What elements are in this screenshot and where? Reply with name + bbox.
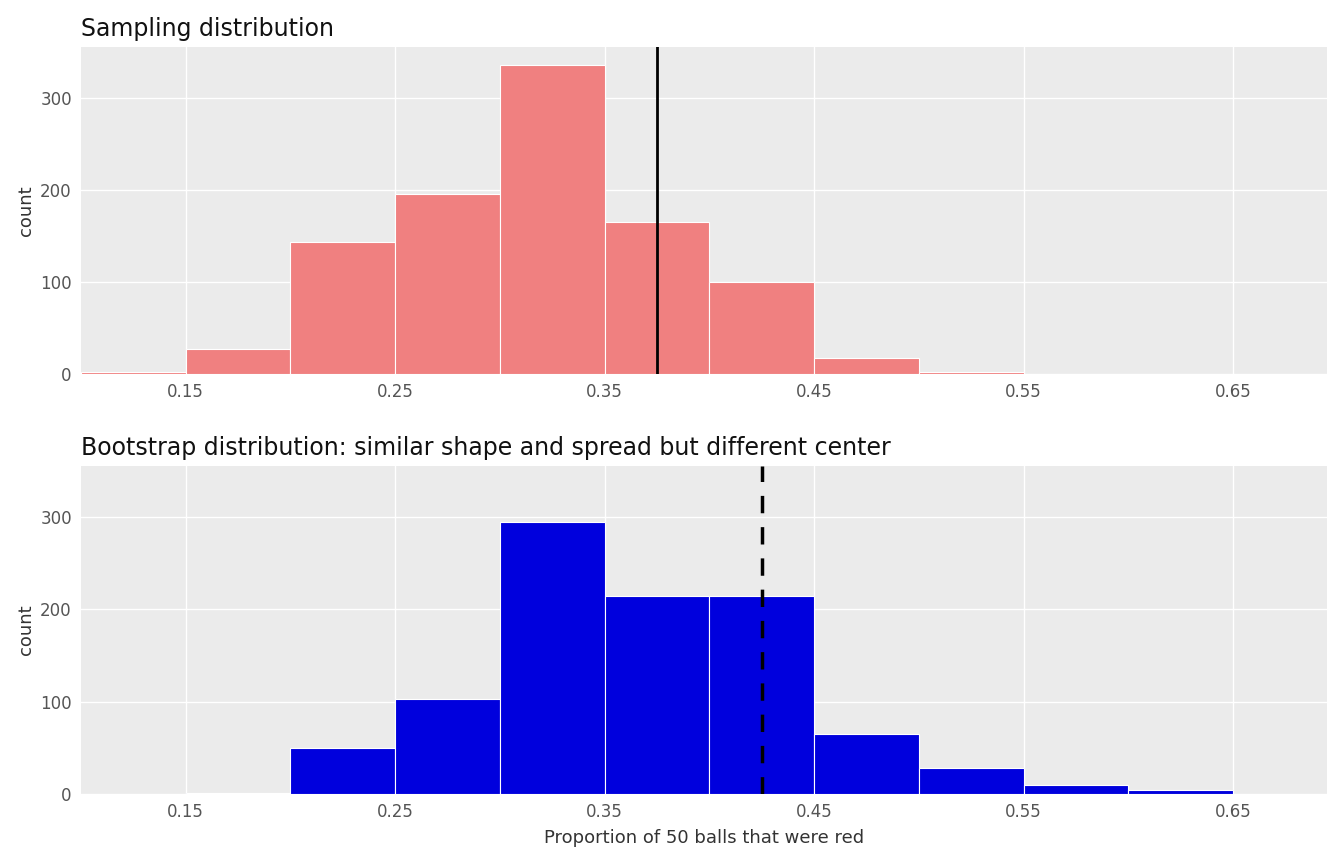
Bar xyxy=(814,358,919,374)
Bar xyxy=(290,243,395,374)
Bar xyxy=(500,66,605,374)
Y-axis label: count: count xyxy=(16,605,35,656)
Bar xyxy=(710,595,814,794)
Bar xyxy=(185,793,290,794)
Bar xyxy=(395,194,500,374)
Bar xyxy=(1129,791,1232,794)
Bar xyxy=(395,699,500,794)
Bar xyxy=(81,372,185,374)
Bar xyxy=(814,734,919,794)
Bar xyxy=(605,222,710,374)
Bar xyxy=(919,768,1024,794)
Bar xyxy=(290,748,395,794)
Bar xyxy=(919,372,1024,374)
Bar xyxy=(185,348,290,374)
Bar xyxy=(500,522,605,794)
Bar xyxy=(605,595,710,794)
Bar xyxy=(710,283,814,374)
X-axis label: Proportion of 50 balls that were red: Proportion of 50 balls that were red xyxy=(544,829,864,848)
Text: Sampling distribution: Sampling distribution xyxy=(81,16,333,41)
Text: Bootstrap distribution: similar shape and spread but different center: Bootstrap distribution: similar shape an… xyxy=(81,436,891,461)
Y-axis label: count: count xyxy=(16,185,35,236)
Bar xyxy=(1024,785,1129,794)
